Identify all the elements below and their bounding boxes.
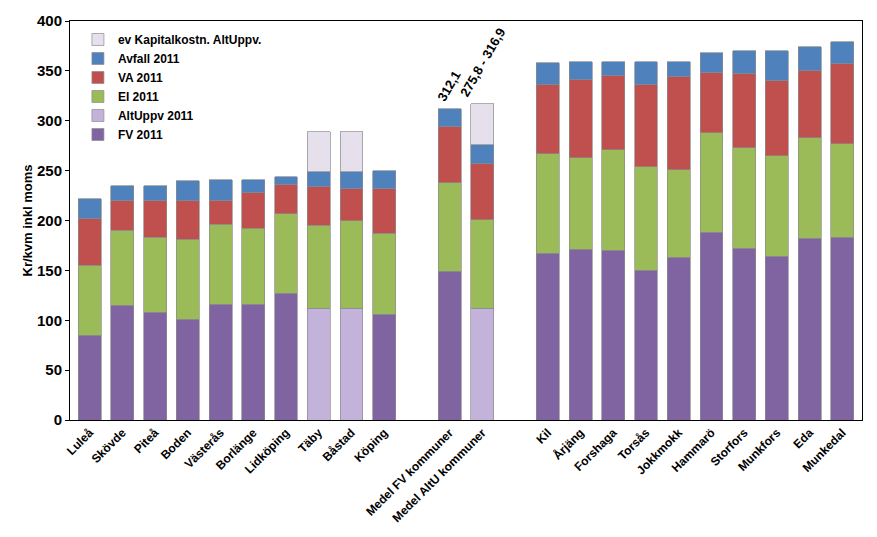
svg-text:Eda: Eda [791,426,817,452]
svg-text:ev Kapitalkostn. AltUppv.: ev Kapitalkostn. AltUppv. [118,33,261,47]
svg-text:Borlänge: Borlänge [213,426,260,473]
svg-text:Storfors: Storfors [708,426,751,469]
svg-text:Kil: Kil [533,426,554,447]
svg-text:Boden: Boden [158,426,194,462]
svg-text:Täby: Täby [295,426,325,456]
svg-text:Jokkmokk: Jokkmokk [634,426,686,478]
svg-text:275,8 - 316,9: 275,8 - 316,9 [457,25,508,99]
svg-text:VA 2011: VA 2011 [118,71,163,85]
svg-text:Luleå: Luleå [64,426,96,458]
svg-text:Forshaga: Forshaga [572,426,620,474]
svg-text:Piteå: Piteå [131,426,161,456]
svg-text:El 2011: El 2011 [118,90,159,104]
svg-text:Kr/kvm inkl moms: Kr/kvm inkl moms [20,165,35,277]
svg-text:400: 400 [37,12,62,29]
svg-text:150: 150 [37,262,62,279]
svg-text:Lidköping: Lidköping [242,426,292,476]
svg-text:Årjäng: Årjäng [549,425,586,462]
svg-text:350: 350 [37,62,62,79]
svg-text:Båstad: Båstad [320,426,358,464]
svg-text:Medel AltU kommuner: Medel AltU kommuner [390,426,489,525]
svg-text:Västerås: Västerås [182,426,228,472]
svg-text:250: 250 [37,162,62,179]
svg-text:FV 2011: FV 2011 [118,128,163,142]
svg-text:Köping: Köping [351,426,390,465]
svg-text:Skövde: Skövde [89,426,129,466]
svg-text:312,1: 312,1 [434,68,463,104]
svg-text:Munkedal: Munkedal [800,426,849,475]
svg-text:Torsås: Torsås [615,426,652,463]
svg-text:100: 100 [37,312,62,329]
svg-text:300: 300 [37,112,62,129]
svg-text:200: 200 [37,212,62,229]
svg-text:AltUppv 2011: AltUppv 2011 [118,109,194,123]
svg-text:Hammarö: Hammarö [669,426,718,475]
svg-text:0: 0 [54,411,62,428]
svg-text:Munkfors: Munkfors [735,426,783,474]
svg-text:Avfall 2011: Avfall 2011 [118,52,180,66]
svg-text:Medel FV kommuner: Medel FV kommuner [363,426,456,519]
svg-text:50: 50 [45,361,62,378]
